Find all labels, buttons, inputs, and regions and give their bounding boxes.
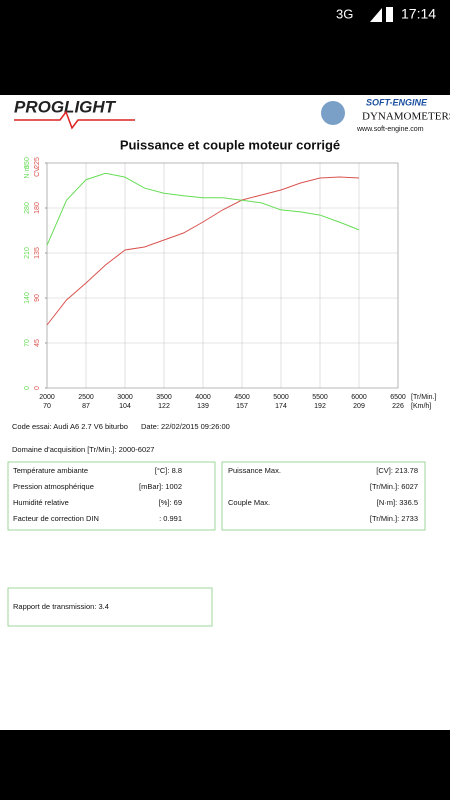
series-line (46, 176, 360, 326)
document (0, 95, 450, 730)
x-speed-label: 209 (353, 403, 365, 410)
logo: PROGLIGHT (14, 97, 117, 116)
x-speed-label: 226 (392, 403, 404, 410)
series-line (46, 172, 360, 246)
x-speed-label: 70 (43, 403, 51, 410)
info-value: [Tr/Min.]: 6027 (370, 482, 418, 491)
x-tick-label: 4000 (195, 394, 211, 401)
y2-tick-label: 140 (24, 292, 31, 304)
x-tick-label: 2000 (39, 394, 55, 401)
x-speed-label: 157 (236, 403, 248, 410)
x-tick-label: 5000 (273, 394, 289, 401)
x-speed-label: 104 (119, 403, 131, 410)
info-value: [%]: 69 (159, 498, 182, 507)
info-value: : 0.991 (159, 514, 182, 523)
plot-frame (46, 162, 399, 389)
y-tick-label: 180 (34, 202, 41, 214)
info-value: [CV]: 213.78 (376, 466, 418, 475)
brand-icon (321, 101, 345, 125)
x-speed-label: 87 (82, 403, 90, 410)
x-speed-label: 192 (314, 403, 326, 410)
x-tick-label: 5500 (312, 394, 328, 401)
x-speed-axis-label: [Km/h] (411, 403, 431, 410)
x-speed-label: 139 (197, 403, 209, 410)
gear-box (7, 587, 213, 627)
x-speed-label: 174 (275, 403, 287, 410)
y2-tick-label: 350 (24, 157, 31, 169)
url: www.soft-engine.com (356, 126, 424, 133)
y2-tick-label: 280 (24, 202, 31, 214)
info-value: [mBar]: 1002 (139, 482, 182, 491)
brand-sub: DYNAMOMETERS (362, 111, 450, 123)
info-label: Pression atmosphérique (13, 482, 94, 491)
y-tick-label: 90 (34, 294, 41, 302)
y-axis-label: CV (34, 167, 41, 177)
y-tick-label: 0 (34, 386, 41, 390)
range: Domaine d'acquisition [Tr/Min.]: 2000-60… (12, 445, 154, 454)
clock: 17:14 (401, 6, 436, 22)
info-label: Humidité relative (13, 498, 69, 507)
test-code: Code essai: Audi A6 2.7 V6 biturbo (12, 422, 128, 431)
x-axis-label: [Tr/Min.] (411, 394, 436, 401)
y2-tick-label: 0 (24, 386, 31, 390)
y2-axis-label: N·m (24, 165, 31, 178)
info-value: [°C]: 8.8 (155, 466, 182, 475)
results-box (221, 461, 426, 531)
conditions-box (7, 461, 216, 531)
y2-tick-label: 210 (24, 247, 31, 259)
y-tick-label: 45 (34, 339, 41, 347)
y-tick-label: 135 (34, 247, 41, 259)
info-label: Température ambiante (13, 466, 88, 475)
logo-line (14, 110, 135, 130)
info-label: Puissance Max. (228, 466, 281, 475)
chart-title: Puissance et couple moteur corrigé (120, 137, 340, 152)
info-label: Facteur de correction DIN (13, 514, 99, 523)
info-value: [Tr/Min.]: 2733 (370, 514, 418, 523)
gear: Rapport de transmission: 3.4 (13, 602, 109, 611)
x-tick-label: 3500 (156, 394, 172, 401)
network: 3G (336, 6, 353, 21)
x-tick-label: 4500 (234, 394, 250, 401)
y-tick-label: 225 (34, 157, 41, 169)
x-tick-label: 3000 (117, 394, 133, 401)
x-speed-label: 122 (158, 403, 170, 410)
info-label: Couple Max. (228, 498, 270, 507)
test-date: Date: 22/02/2015 09:26:00 (141, 422, 230, 431)
brand: SOFT-ENGINE (366, 97, 428, 107)
x-tick-label: 6500 (390, 394, 406, 401)
y2-tick-label: 70 (24, 339, 31, 347)
info-value: [N·m]: 336.5 (377, 498, 418, 507)
battery-icon (386, 7, 393, 22)
x-tick-label: 2500 (78, 394, 94, 401)
signal-icon (370, 8, 382, 22)
x-tick-label: 6000 (351, 394, 367, 401)
